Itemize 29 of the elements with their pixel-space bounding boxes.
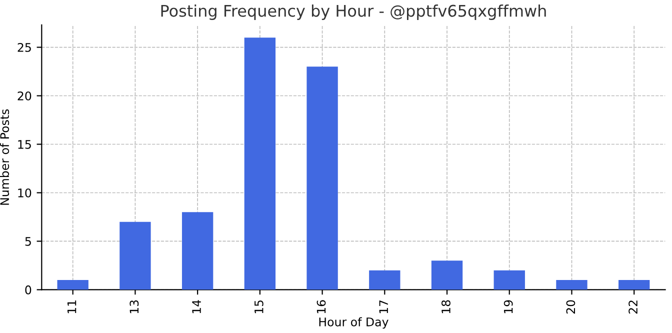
x-tick-label: 16 [316,300,326,314]
y-tick-label: 5 [25,237,31,246]
bar [306,66,338,290]
x-tick-label: 13 [130,300,139,314]
bar [57,280,88,290]
y-tick-label: 15 [18,140,31,149]
y-axis-title: Number of Posts [0,109,10,205]
bar [120,222,151,290]
chart-title: Posting Frequency by Hour - @pptfv65qxgffmwh [161,4,546,20]
bar [182,212,214,290]
bar [556,280,588,290]
x-tick-label: 18 [442,300,450,314]
bar [494,270,525,290]
x-tick-label: 11 [67,300,76,314]
bar [244,38,276,290]
x-tick-label: 20 [566,300,576,314]
x-tick-label: 15 [254,300,264,314]
bar [431,260,463,290]
bar [369,270,400,290]
bar [618,280,650,290]
y-tick-label: 25 [18,43,31,52]
x-axis-title: Hour of Day [319,317,388,329]
x-tick-label: 22 [628,300,638,314]
x-tick-label: 19 [504,300,513,314]
y-tick-label: 0 [25,285,32,294]
x-tick-label: 14 [192,300,201,314]
x-tick-label: 17 [379,300,388,314]
y-tick-label: 20 [18,91,32,100]
y-tick-label: 10 [18,188,32,198]
